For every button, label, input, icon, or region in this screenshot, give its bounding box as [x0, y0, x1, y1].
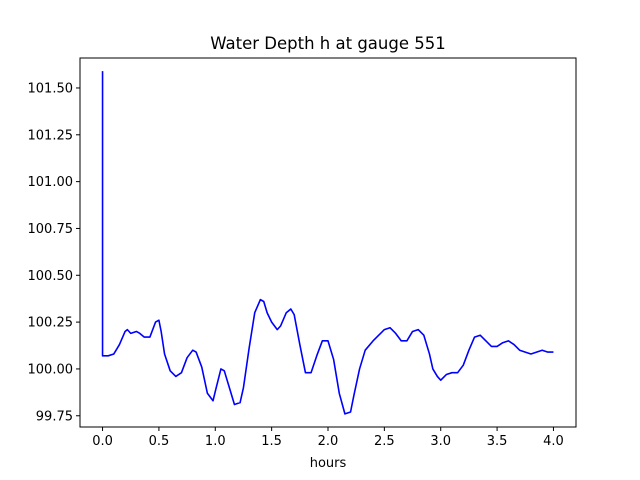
x-tick-label: 1.0 [205, 434, 226, 449]
y-tick-label: 100.50 [28, 269, 74, 284]
x-tick-label: 0.5 [149, 434, 170, 449]
y-tick-label: 100.75 [28, 222, 74, 237]
x-tick-label: 4.0 [543, 434, 564, 449]
x-tick-label: 3.0 [430, 434, 451, 449]
x-axis-label: hours [310, 456, 347, 471]
x-tick-label: 1.5 [261, 434, 282, 449]
y-tick-label: 100.25 [28, 316, 74, 331]
x-tick-label: 2.5 [374, 434, 395, 449]
y-tick-label: 100.00 [28, 362, 74, 377]
series-line-0 [101, 71, 554, 415]
chart-title: Water Depth h at gauge 551 [210, 34, 445, 53]
y-tick-label: 101.25 [28, 128, 74, 143]
y-tick-label: 101.00 [28, 175, 74, 190]
y-tick-label: 99.75 [36, 409, 73, 424]
x-axis: 0.0 0.5 1.0 1.5 2.0 2.5 3.0 3.5 4.0 [92, 427, 564, 449]
x-tick-label: 0.0 [92, 434, 113, 449]
y-axis: 99.75 100.00 100.25 100.50 100.75 101.00 101.2… [28, 81, 80, 424]
x-tick-label: 3.5 [487, 434, 508, 449]
plot-area [101, 71, 554, 415]
y-tick-label: 101.50 [28, 81, 74, 96]
x-tick-label: 2.0 [318, 434, 339, 449]
